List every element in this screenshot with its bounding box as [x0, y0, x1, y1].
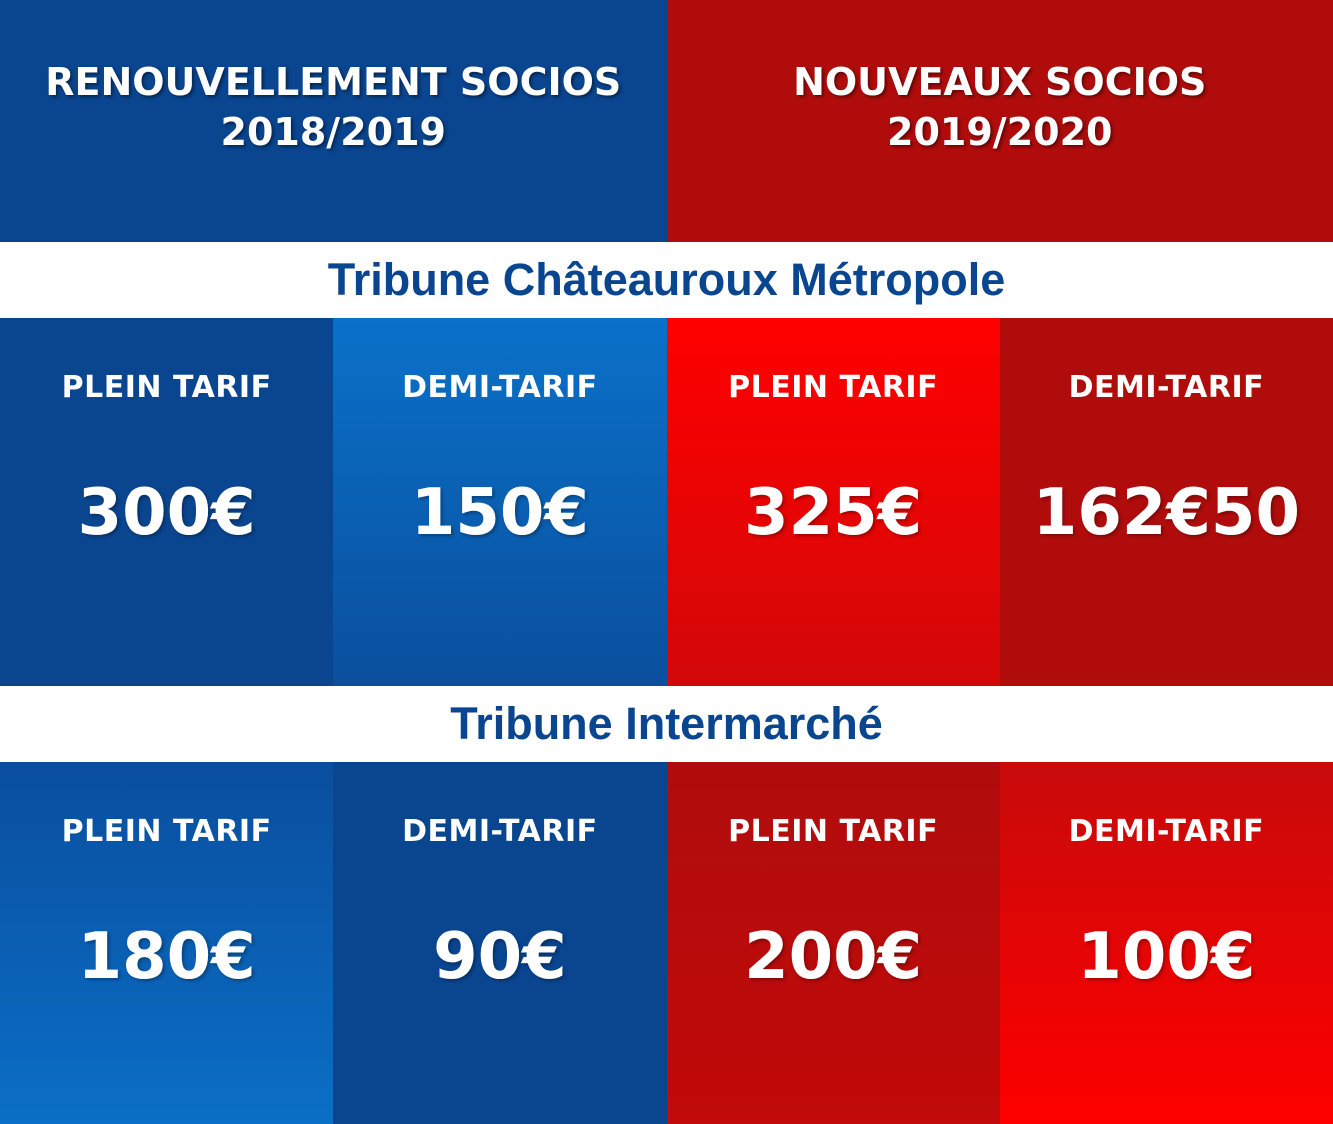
- header-row: RENOUVELLEMENT SOCIOS 2018/2019 NOUVEAUX…: [0, 0, 1333, 242]
- tarif-label: PLEIN TARIF: [61, 370, 272, 405]
- section-title-intermarche: Tribune Intermarché: [0, 686, 1333, 762]
- tarif-price: 180€: [77, 920, 256, 994]
- tarif-label: DEMI-TARIF: [1068, 814, 1265, 849]
- header-renewal-title: RENOUVELLEMENT SOCIOS: [45, 60, 622, 104]
- header-renewal-season: 2018/2019: [220, 110, 446, 154]
- tarif-price: 100€: [1077, 920, 1256, 994]
- tarif-price: 325€: [744, 476, 923, 550]
- tarif-price: 200€: [744, 920, 923, 994]
- tarif-price: 90€: [433, 920, 567, 994]
- price-cell-new-full: PLEIN TARIF 325€: [666, 318, 1000, 686]
- tarif-label: PLEIN TARIF: [728, 814, 939, 849]
- price-cell-renewal-half: DEMI-TARIF 90€: [333, 762, 667, 1124]
- section-title-chateauroux: Tribune Châteauroux Métropole: [0, 242, 1333, 318]
- price-cell-new-full: PLEIN TARIF 200€: [666, 762, 1000, 1124]
- tarif-label: DEMI-TARIF: [402, 814, 598, 849]
- price-row-intermarche: PLEIN TARIF 180€ DEMI-TARIF 90€ PLEIN TA…: [0, 762, 1333, 1124]
- header-renewal: RENOUVELLEMENT SOCIOS 2018/2019: [0, 0, 667, 242]
- tarif-label: DEMI-TARIF: [1068, 370, 1265, 405]
- price-cell-new-half: DEMI-TARIF 162€50: [999, 318, 1333, 686]
- tarif-label: PLEIN TARIF: [728, 370, 939, 405]
- tarif-price: 300€: [77, 476, 256, 550]
- tarif-label: DEMI-TARIF: [402, 370, 598, 405]
- header-new-title: NOUVEAUX SOCIOS: [793, 60, 1207, 104]
- price-cell-new-half: DEMI-TARIF 100€: [999, 762, 1333, 1124]
- tarif-label: PLEIN TARIF: [61, 814, 272, 849]
- header-new: NOUVEAUX SOCIOS 2019/2020: [666, 0, 1333, 242]
- price-cell-renewal-full: PLEIN TARIF 180€: [0, 762, 334, 1124]
- price-cell-renewal-full: PLEIN TARIF 300€: [0, 318, 334, 686]
- tarif-price: 150€: [410, 476, 589, 550]
- header-new-season: 2019/2020: [887, 110, 1113, 154]
- price-row-chateauroux: PLEIN TARIF 300€ DEMI-TARIF 150€ PLEIN T…: [0, 318, 1333, 686]
- tarif-price: 162€50: [1032, 476, 1300, 550]
- price-cell-renewal-half: DEMI-TARIF 150€: [333, 318, 667, 686]
